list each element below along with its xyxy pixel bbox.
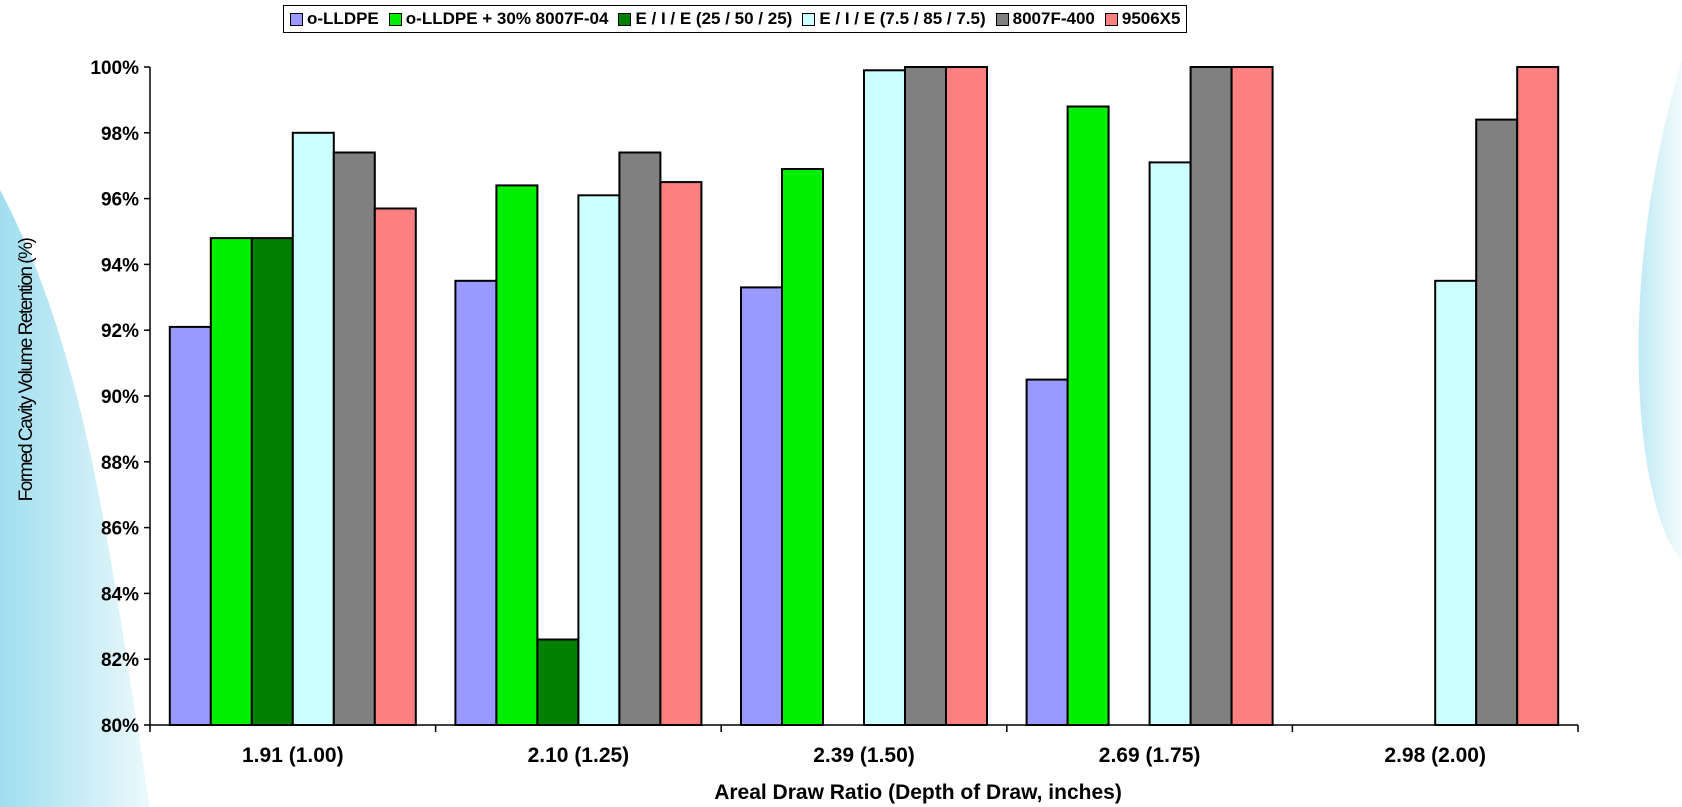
- legend-item: 9506X5: [1104, 9, 1181, 29]
- y-tick-label: 94%: [101, 255, 139, 276]
- x-tick-label: 2.10 (1.25): [528, 744, 630, 767]
- bar: [1189, 66, 1233, 726]
- bar: [659, 181, 703, 727]
- bar: [577, 194, 621, 727]
- y-tick-label: 80%: [101, 716, 139, 737]
- legend-label: 8007F-400: [1012, 9, 1095, 28]
- bar: [945, 66, 988, 726]
- legend-label: o-LLDPE + 30% 8007F-04: [405, 9, 609, 28]
- y-tick-label: 88%: [101, 453, 139, 474]
- bar: [373, 207, 417, 726]
- legend-item: E / I / E (25 / 50 / 25): [618, 9, 792, 29]
- y-tick-label: 82%: [101, 650, 139, 671]
- y-tick-label: 90%: [101, 387, 139, 408]
- y-tick-label: 84%: [101, 584, 139, 605]
- y-axis-title: Formed Cavity Volume Retention (%): [16, 238, 37, 502]
- y-tick-label: 86%: [101, 519, 139, 540]
- legend-item: o-LLDPE + 30% 8007F-04: [388, 9, 609, 29]
- bar: [1025, 378, 1069, 726]
- legend-item: 8007F-400: [995, 9, 1095, 29]
- legend-swatch: [290, 12, 303, 26]
- bar: [454, 279, 498, 726]
- legend-swatch: [618, 12, 632, 26]
- y-tick-label: 98%: [101, 124, 139, 145]
- bar: [1516, 66, 1560, 726]
- bar: [781, 168, 824, 726]
- legend: o-LLDPE o-LLDPE + 30% 8007F-04 E / I / E (…: [283, 5, 1188, 33]
- y-tick-label: 100%: [90, 58, 139, 79]
- bar: [1475, 118, 1519, 727]
- bar: [250, 237, 294, 726]
- x-tick-label: 1.91 (1.00): [242, 744, 344, 767]
- bar: [291, 131, 335, 727]
- legend-item: E / I / E (7.5 / 85 / 7.5): [802, 9, 986, 29]
- y-tick-label: 96%: [101, 190, 139, 211]
- bar: [536, 638, 580, 726]
- x-tick-label: 2.39 (1.50): [813, 744, 915, 767]
- legend-swatch: [995, 12, 1009, 26]
- bar: [863, 69, 906, 727]
- bar: [740, 286, 783, 726]
- bar: [1230, 66, 1274, 726]
- bar: [332, 151, 376, 726]
- legend-label: E / I / E (25 / 50 / 25): [635, 9, 793, 28]
- x-axis-title: Areal Draw Ratio (Depth of Draw, inches): [714, 781, 1122, 804]
- bar: [1148, 161, 1192, 726]
- x-tick-label: 2.98 (2.00): [1384, 744, 1486, 767]
- y-tick-label: 92%: [101, 321, 139, 342]
- bar: [495, 184, 539, 726]
- legend-label: o-LLDPE: [307, 9, 379, 28]
- legend-swatch: [1104, 12, 1118, 26]
- x-tick-label: 2.69 (1.75): [1099, 744, 1201, 767]
- bar: [1066, 105, 1110, 726]
- bar: [168, 325, 212, 726]
- bar: [1434, 279, 1478, 726]
- legend-label: E / I / E (7.5 / 85 / 7.5): [819, 9, 986, 28]
- bar: [209, 237, 253, 726]
- legend-item: o-LLDPE: [290, 9, 379, 29]
- bar: [904, 66, 947, 726]
- legend-label: 9506X5: [1121, 9, 1181, 28]
- legend-swatch: [388, 12, 402, 26]
- legend-swatch: [802, 12, 816, 26]
- bar: [618, 151, 662, 726]
